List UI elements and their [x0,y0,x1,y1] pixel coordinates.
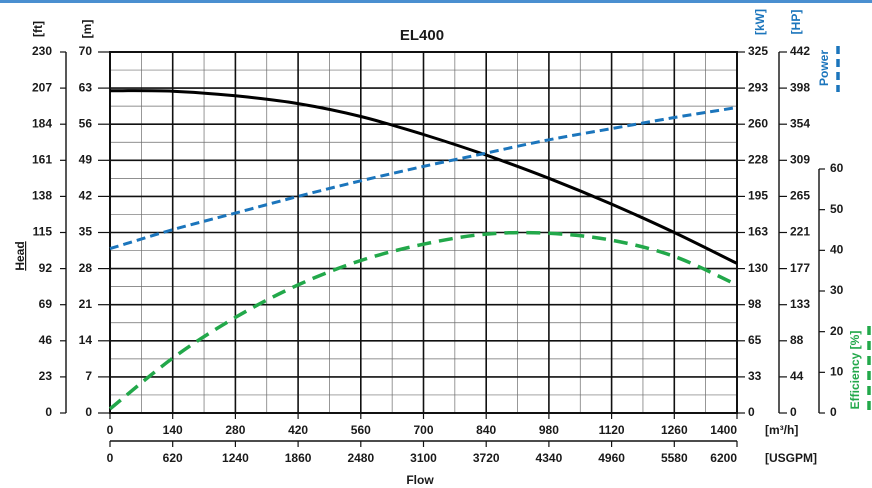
y-tick-ft: 138 [32,189,52,203]
grid [109,51,738,414]
y-tick-m: 21 [79,297,93,311]
y-tick-m: 56 [79,116,93,130]
x-tick-secondary: 1860 [285,451,312,465]
y-tick-kw: 293 [748,80,768,94]
x-tick-primary: 420 [288,423,308,437]
x-tick-secondary: 5580 [661,451,688,465]
x-tick-secondary: 3100 [410,451,437,465]
x-tick-primary: 280 [225,423,245,437]
y-tick-m: 49 [79,152,93,166]
y-tick-efficiency: 40 [830,243,844,257]
x-tick-secondary: 3720 [473,451,500,465]
y-tick-kw: 0 [748,405,755,419]
x-tick-primary: 1120 [599,423,625,437]
y-tick-m: 28 [79,261,93,275]
y-tick-ft: 0 [45,405,52,419]
y-tick-hp: 265 [790,189,810,203]
chart-title: EL400 [400,27,444,44]
y-tick-hp: 398 [790,80,810,94]
x-unit-primary: [m³/h] [765,423,798,437]
y-tick-m: 14 [79,333,93,347]
y-tick-hp: 354 [790,116,810,130]
y-tick-m: 0 [85,405,92,419]
y-tick-m: 35 [79,225,93,239]
y-unit-m: [m] [80,20,94,39]
y-tick-kw: 33 [748,369,762,383]
y-tick-m: 42 [79,189,93,203]
x-tick-primary: 560 [351,423,371,437]
y-tick-hp: 309 [790,152,810,166]
y-tick-efficiency: 20 [830,324,844,338]
y-tick-ft: 115 [33,225,53,239]
y-tick-kw: 260 [748,116,768,130]
series-layer [108,89,738,411]
y-tick-ft: 23 [39,369,53,383]
y-tick-efficiency: 30 [830,283,844,297]
y-tick-efficiency: 10 [830,365,844,379]
x-unit-secondary: [USGPM] [765,451,817,465]
y-tick-kw: 228 [748,152,768,166]
y-tick-hp: 44 [790,369,804,383]
y-tick-hp: 133 [790,297,810,311]
series-line-efficiency [108,230,738,411]
y-head-label: Head [13,241,27,270]
y-tick-hp: 177 [790,261,810,275]
y-unit-kw: [kW] [753,9,767,35]
y-tick-efficiency: 0 [830,405,837,419]
y-tick-hp: 0 [790,405,797,419]
y-tick-ft: 161 [32,152,52,166]
y-tick-ft: 230 [32,44,52,58]
y-tick-kw: 195 [748,189,768,203]
x-axis-label: Flow [406,473,434,487]
power-legend-label: Power [817,50,831,86]
x-tick-secondary: 0 [107,451,114,465]
x-tick-primary: 840 [476,423,496,437]
y-tick-hp: 88 [790,333,804,347]
x-tick-primary: 700 [413,423,433,437]
series-line-head [109,89,738,265]
x-tick-secondary: 4960 [598,451,625,465]
x-tick-primary: 980 [539,423,559,437]
top-accent-bar [0,0,872,3]
y-tick-hp: 221 [790,225,810,239]
y-tick-kw: 130 [748,261,768,275]
x-tick-primary: 140 [163,423,183,437]
x-tick-secondary: 1240 [222,451,249,465]
y-tick-kw: 325 [748,44,768,58]
y-tick-ft: 92 [39,261,53,275]
y-tick-m: 70 [79,44,93,58]
y-unit-ft: [ft] [31,21,45,37]
x-tick-secondary: 2480 [347,451,374,465]
y-tick-kw: 163 [748,225,768,239]
x-tick-secondary: 4340 [536,451,563,465]
efficiency-legend-label: Efficiency [%] [848,331,862,410]
x-tick-primary: 1400 [710,423,737,437]
x-tick-primary: 1260 [661,423,688,437]
x-tick-secondary: 6200 [710,451,737,465]
y-tick-hp: 442 [790,44,810,58]
y-tick-m: 63 [79,80,93,94]
series-line-power [109,106,738,251]
x-tick-primary: 0 [107,423,114,437]
y-tick-kw: 98 [748,297,762,311]
y-unit-hp: [HP] [789,10,803,35]
x-tick-secondary: 620 [163,451,183,465]
y-tick-m: 7 [85,369,92,383]
y-tick-efficiency: 60 [830,161,844,175]
y-tick-efficiency: 50 [830,202,844,216]
y-tick-ft: 46 [39,333,53,347]
y-tick-ft: 184 [32,116,52,130]
y-tick-kw: 65 [748,333,762,347]
y-tick-ft: 69 [39,297,53,311]
y-tick-ft: 207 [32,80,52,94]
